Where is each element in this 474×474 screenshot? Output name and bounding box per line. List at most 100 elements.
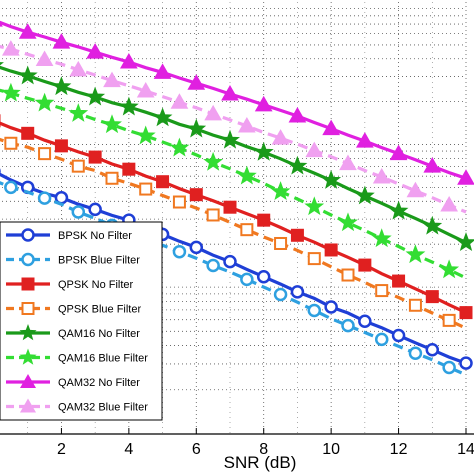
- data-point: [290, 285, 305, 299]
- series-layer: [0, 20, 474, 377]
- data-point: [422, 215, 443, 235]
- data-point: [172, 244, 187, 259]
- legend-marker: [19, 324, 37, 341]
- legend-marker: [21, 277, 35, 291]
- legend-label: QPSK No Filter: [58, 279, 134, 291]
- legend-label: QAM32 Blue Filter: [58, 402, 148, 414]
- data-point: [0, 82, 21, 102]
- data-point: [307, 252, 321, 266]
- data-point: [355, 132, 374, 148]
- data-point: [203, 151, 224, 171]
- data-point: [439, 259, 460, 279]
- data-point: [52, 33, 71, 49]
- data-point: [391, 328, 406, 343]
- x-tick-labels: 2 4 6 8 10 12 14: [57, 441, 474, 458]
- data-point: [408, 346, 423, 360]
- data-point: [86, 43, 105, 59]
- data-point: [38, 147, 52, 161]
- legend-marker: [19, 348, 37, 365]
- data-point: [186, 118, 207, 138]
- legend-item: BPSK No Filter: [6, 228, 132, 242]
- data-point: [223, 254, 237, 269]
- data-point: [442, 313, 456, 327]
- data-point: [103, 71, 121, 88]
- data-point: [71, 205, 86, 219]
- x-tick-label: 8: [259, 441, 268, 458]
- data-point: [204, 104, 223, 121]
- data-point: [423, 157, 442, 173]
- data-point: [324, 243, 338, 257]
- data-point: [442, 360, 456, 375]
- data-point: [253, 141, 274, 161]
- data-point: [68, 103, 89, 122]
- legend-item: QAM16 No Filter: [6, 324, 140, 341]
- data-point: [206, 208, 220, 222]
- data-point: [273, 287, 288, 302]
- data-point: [240, 223, 254, 237]
- axes: [0, 428, 474, 435]
- data-point: [119, 53, 138, 69]
- x-tick-label: 14: [457, 441, 474, 458]
- legend-marker: [20, 398, 36, 413]
- data-point: [21, 126, 35, 140]
- data-point: [85, 86, 106, 106]
- data-point: [223, 200, 237, 214]
- data-point: [372, 167, 391, 184]
- data-point: [88, 202, 102, 217]
- data-point: [172, 195, 186, 209]
- data-point: [341, 318, 355, 333]
- data-point: [254, 95, 273, 112]
- data-point: [324, 300, 338, 314]
- data-point: [0, 62, 4, 74]
- series-qpsk-blue-filter: [0, 136, 467, 330]
- series-qpsk-no-filter: [0, 114, 473, 320]
- data-point: [54, 139, 68, 153]
- data-point: [136, 81, 155, 98]
- data-point: [408, 298, 422, 312]
- data-point: [189, 188, 203, 202]
- series-qam32-no-filter: [0, 20, 474, 185]
- legend-label: QAM32 No Filter: [58, 377, 140, 389]
- data-point: [374, 332, 389, 347]
- x-tick-label: 4: [124, 441, 133, 458]
- data-point: [371, 228, 392, 248]
- data-point: [221, 85, 239, 101]
- data-point: [375, 284, 389, 298]
- legend-item: BPSK Blue Filter: [6, 252, 140, 267]
- data-point: [405, 244, 426, 264]
- data-point: [189, 240, 204, 255]
- data-point: [153, 63, 172, 79]
- data-point: [457, 169, 474, 185]
- data-point: [456, 232, 474, 252]
- legend-item: QAM32 No Filter: [6, 374, 140, 389]
- data-point: [274, 236, 288, 250]
- data-point: [358, 258, 372, 272]
- x-tick-label: 10: [322, 441, 340, 458]
- data-point: [287, 155, 308, 175]
- data-point: [389, 144, 408, 161]
- data-point: [220, 129, 240, 149]
- data-point: [304, 196, 325, 216]
- data-point: [152, 107, 173, 127]
- data-point: [288, 107, 307, 123]
- data-point: [358, 314, 372, 328]
- data-point: [425, 343, 440, 357]
- data-point: [236, 165, 257, 185]
- legend-label: QAM16 No Filter: [58, 328, 140, 340]
- data-point: [187, 74, 206, 90]
- data-point: [118, 96, 139, 116]
- data-point: [392, 274, 406, 288]
- data-point: [322, 119, 341, 136]
- data-point: [4, 136, 18, 150]
- data-point: [237, 116, 256, 133]
- legend-label: QAM16 Blue Filter: [58, 353, 148, 365]
- data-point: [105, 171, 119, 185]
- series-line: [0, 44, 467, 214]
- x-tick-label: 12: [390, 441, 408, 458]
- data-point: [440, 196, 459, 212]
- data-point: [271, 129, 290, 145]
- legend-item: QPSK Blue Filter: [6, 302, 141, 316]
- legend-item: QAM16 Blue Filter: [6, 348, 148, 365]
- data-point: [256, 270, 271, 284]
- x-tick-label: 6: [192, 441, 201, 458]
